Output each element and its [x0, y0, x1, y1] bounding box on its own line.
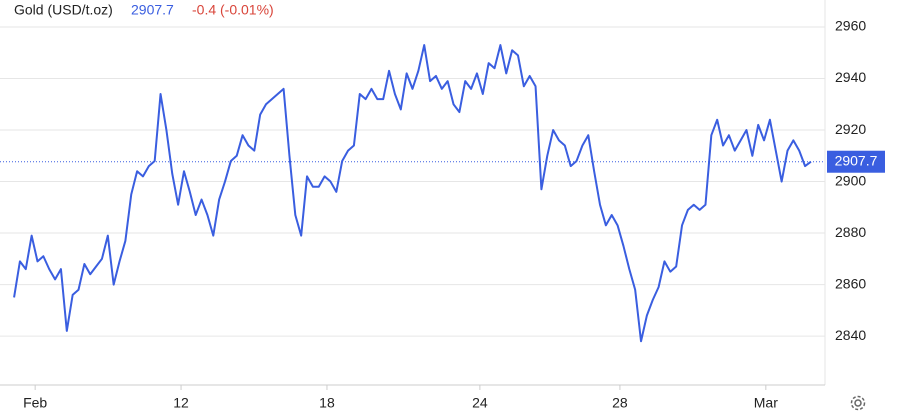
y-tick-label: 2880: [835, 224, 866, 240]
settings-icon-center: [854, 399, 862, 407]
y-tick-label: 2860: [835, 275, 866, 291]
settings-icon-ring: [850, 395, 866, 411]
price: 2907.7: [131, 2, 174, 18]
x-tick-label: 28: [612, 395, 628, 411]
chart-title: Gold (USD/t.oz): [14, 2, 113, 18]
change: -0.4 (-0.01%): [192, 2, 274, 18]
price-label-box: [827, 150, 885, 173]
x-tick-label: 18: [319, 395, 335, 411]
x-tick-label: Feb: [23, 395, 47, 411]
y-tick-label: 2840: [835, 327, 866, 343]
y-tick-label: 2920: [835, 121, 866, 137]
x-tick-label: 12: [173, 395, 189, 411]
y-tick-label: 2960: [835, 18, 866, 34]
x-tick-label: Mar: [754, 395, 778, 411]
price-line: [13, 44, 812, 343]
y-tick-label: 2940: [835, 69, 866, 85]
price-label: 2907.7: [835, 152, 878, 168]
y-tick-label: 2900: [835, 172, 866, 188]
settings-icon[interactable]: [850, 395, 866, 411]
x-tick-label: 24: [472, 395, 488, 411]
